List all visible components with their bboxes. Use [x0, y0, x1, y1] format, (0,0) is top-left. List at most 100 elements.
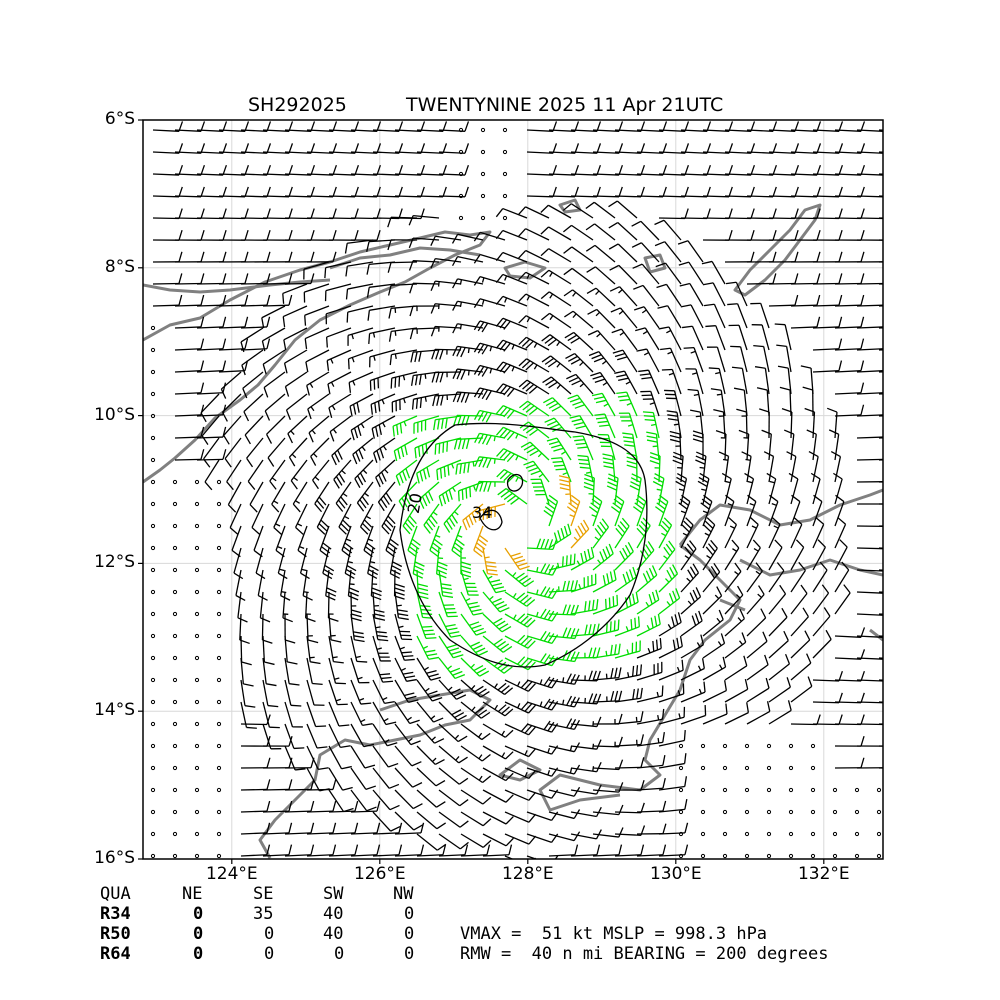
- wind-barb: [746, 230, 777, 241]
- wind-barb: [504, 701, 536, 714]
- barb-shaft: [658, 832, 686, 835]
- barb-feather: [539, 608, 547, 619]
- wind-barb: [416, 679, 443, 702]
- barb-feather: [200, 251, 205, 263]
- barb-shaft: [525, 249, 550, 263]
- wind-barb: [812, 251, 843, 263]
- wind-barb: [482, 811, 514, 825]
- barb-shaft: [724, 524, 738, 549]
- barb-feather: [860, 757, 865, 768]
- barb-shaft: [834, 523, 847, 549]
- barb-feather: [244, 360, 249, 371]
- wind-barb: [325, 305, 352, 325]
- barb-shaft: [619, 286, 638, 307]
- barb-shaft: [548, 811, 575, 820]
- barb-feather: [442, 186, 447, 198]
- barb-shaft: [856, 370, 883, 373]
- wind-barb: [504, 723, 537, 736]
- barb-feather: [677, 240, 689, 245]
- barb-feather: [520, 658, 529, 667]
- barb-feather: [340, 496, 348, 506]
- barb-half-feather: [511, 344, 515, 350]
- wind-barb: [416, 745, 445, 766]
- barb-feather: [584, 601, 587, 612]
- barb-feather: [721, 472, 732, 480]
- barb-half-feather: [424, 687, 430, 692]
- barb-feather: [547, 721, 555, 732]
- wind-barb: [240, 735, 271, 747]
- barb-half-feather: [601, 360, 607, 365]
- barb-feather: [603, 465, 614, 469]
- barb-shaft: [834, 501, 845, 527]
- barb-feather: [435, 349, 440, 360]
- calm-point: [766, 809, 772, 815]
- barb-feather: [588, 600, 591, 611]
- barb-feather: [570, 494, 581, 503]
- barb-feather: [563, 267, 573, 276]
- wind-barb: [496, 469, 528, 484]
- barb-feather: [588, 693, 594, 704]
- barb-feather: [329, 431, 335, 442]
- barb-shaft: [623, 370, 638, 395]
- wind-barb: [283, 349, 308, 374]
- wind-barb: [614, 616, 640, 637]
- barb-shaft: [548, 613, 576, 616]
- barb-feather: [455, 464, 458, 475]
- barb-shaft: [354, 459, 374, 480]
- barb-feather: [310, 273, 315, 284]
- wind-barb: [746, 517, 759, 549]
- wind-barb: [834, 404, 865, 417]
- barb-feather: [374, 617, 386, 621]
- barb-feather: [518, 315, 527, 324]
- wind-barb: [702, 609, 724, 637]
- wind-barb: [519, 400, 550, 417]
- barb-shaft: [652, 412, 660, 439]
- barb-feather: [448, 517, 456, 527]
- barb-shaft: [616, 200, 638, 219]
- barb-feather: [440, 583, 452, 587]
- barb-feather: [637, 616, 640, 627]
- barb-shaft: [240, 635, 243, 663]
- wind-barb: [768, 251, 799, 263]
- barb-feather: [572, 400, 583, 406]
- barb-feather: [394, 587, 405, 592]
- barb-shaft: [226, 459, 242, 483]
- barb-half-feather: [732, 548, 738, 552]
- barb-shaft: [746, 617, 767, 637]
- wind-barb: [240, 294, 271, 307]
- wind-barb: [724, 562, 742, 593]
- barb-shaft: [834, 348, 862, 351]
- barb-shaft: [262, 657, 267, 684]
- barb-half-feather: [696, 642, 701, 648]
- wind-barb: [312, 459, 330, 490]
- barb-feather: [642, 411, 654, 414]
- barb-feather: [521, 360, 531, 369]
- barb-shaft: [658, 548, 676, 571]
- barb-feather: [364, 764, 376, 769]
- wind-barb: [247, 459, 264, 490]
- barb-feather: [662, 164, 668, 176]
- wind-barb: [826, 407, 838, 439]
- barb-shaft: [570, 173, 598, 176]
- barb-shaft: [416, 129, 444, 132]
- barb-shaft: [570, 633, 597, 637]
- barb-shaft: [416, 679, 433, 702]
- calm-point: [216, 743, 222, 749]
- barb-half-feather: [504, 297, 508, 303]
- wind-barb: [702, 230, 733, 241]
- wind-barb: [284, 723, 305, 750]
- wind-barb: [724, 608, 745, 637]
- calm-point: [810, 765, 816, 771]
- barb-feather: [570, 580, 574, 591]
- barb-shaft: [680, 217, 708, 220]
- barb-feather: [413, 569, 424, 575]
- wind-barb: [389, 349, 418, 366]
- barb-shaft: [643, 306, 660, 329]
- wind-barb: [218, 164, 250, 176]
- barb-feather: [516, 592, 526, 601]
- barb-feather: [676, 472, 687, 480]
- barb-feather: [200, 316, 205, 328]
- wind-barb: [834, 516, 847, 549]
- barb-feather: [418, 595, 429, 600]
- contour-20kt: [399, 422, 648, 668]
